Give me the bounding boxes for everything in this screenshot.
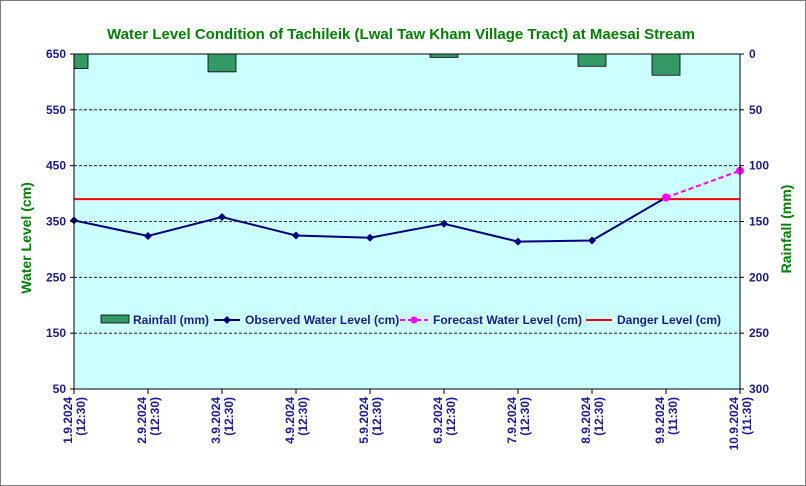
observed-water-level-point <box>440 219 448 228</box>
legend-rainfall-label: Rainfall (mm) <box>133 313 209 327</box>
legend-observed-label: Observed Water Level (cm) <box>245 313 399 327</box>
x-tick-label-time: (12:30) <box>370 397 384 436</box>
x-tick-label: 7.9.2024(12:30) <box>505 397 532 444</box>
y-axis-left-label: Water Level (cm) <box>18 182 34 294</box>
rainfall-bar <box>651 53 681 76</box>
x-tick-label: 6.9.2024(12:30) <box>431 397 458 444</box>
y-left-tick-label: 550 <box>46 103 66 117</box>
y-left-tick-label: 350 <box>46 215 66 229</box>
legend-forecast-label: Forecast Water Level (cm) <box>433 313 582 327</box>
gridlines <box>74 109 740 334</box>
y-right-tick-label: 50 <box>749 103 763 117</box>
observed-water-level-point <box>218 213 226 222</box>
x-tick-label-date: 2.9.2024 <box>135 397 149 444</box>
y-right-tick-label: 300 <box>749 382 769 396</box>
rainfall-bar <box>207 53 237 73</box>
x-tick-label-time: (12:30) <box>592 397 606 436</box>
x-tick-label-date: 9.9.2024 <box>653 397 667 444</box>
x-tick-label: 9.9.2024(11:30) <box>653 397 680 444</box>
x-tick-label-date: 1.9.2024 <box>61 397 75 444</box>
legend: Rainfall (mm) Observed Water Level (cm) … <box>100 313 721 327</box>
x-tick-label-date: 5.9.2024 <box>357 397 371 444</box>
observed-water-level-point <box>292 231 300 240</box>
y-right-tick-label: 150 <box>749 215 769 229</box>
x-tick-label-date: 8.9.2024 <box>579 397 593 444</box>
y-left-tick-label: 150 <box>46 326 66 340</box>
x-tick-label: 5.9.2024(12:30) <box>357 397 384 444</box>
y-left-tick-label: 450 <box>46 159 66 173</box>
observed-water-level-point <box>366 233 374 242</box>
x-tick-label-date: 3.9.2024 <box>209 397 223 444</box>
observed-water-level-point <box>144 232 152 241</box>
legend-danger-label: Danger Level (cm) <box>617 313 721 327</box>
axes <box>70 53 744 394</box>
x-tick-label: 2.9.2024(12:30) <box>135 397 162 444</box>
x-tick-label: 10.9.2024(11:30) <box>727 397 754 451</box>
y-left-tick-label: 650 <box>46 47 66 61</box>
x-tick-label: 3.9.2024(12:30) <box>209 397 236 444</box>
forecast-water-level-point <box>662 193 670 202</box>
y-right-tick-label: 250 <box>749 326 769 340</box>
tick-labels: 650 550 450 350 250 150 50 0 50 100 150 200 250 300 1.… <box>46 47 769 450</box>
x-tick-label-time: (12:30) <box>74 397 88 436</box>
rainfall-bar <box>577 53 607 67</box>
x-tick-label-time: (12:30) <box>296 397 310 436</box>
x-tick-label-time: (12:30) <box>444 397 458 436</box>
x-tick-label-date: 7.9.2024 <box>505 397 519 444</box>
x-tick-label-time: (11:30) <box>740 397 754 435</box>
y-left-tick-label: 50 <box>53 382 67 396</box>
forecast-water-level-line <box>665 169 741 199</box>
rainfall-bars <box>73 53 681 76</box>
y-axis-right-label: Rainfall (mm) <box>778 185 794 274</box>
x-tick-label-date: 6.9.2024 <box>431 397 445 444</box>
x-tick-label-time: (12:30) <box>222 397 236 436</box>
rainfall-bar <box>429 53 459 58</box>
y-right-tick-label: 0 <box>749 47 756 61</box>
observed-water-level-point <box>514 237 522 246</box>
observed-water-level-point <box>588 236 596 245</box>
y-left-tick-label: 250 <box>46 270 66 284</box>
observed-water-level-series <box>70 193 670 246</box>
x-tick-label-time: (12:30) <box>518 397 532 436</box>
x-tick-label: 8.9.2024(12:30) <box>579 397 606 444</box>
x-tick-label-time: (12:30) <box>148 397 162 436</box>
x-tick-label-time: (11:30) <box>666 397 680 435</box>
legend-forecast-swatch-marker <box>410 316 418 324</box>
x-tick-label-date: 10.9.2024 <box>727 397 741 451</box>
rainfall-bar <box>73 53 89 69</box>
chart-title: Water Level Condition of Tachileik (Lwal… <box>107 26 695 43</box>
x-tick-label: 4.9.2024(12:30) <box>283 397 310 444</box>
legend-rainfall-swatch <box>100 314 130 324</box>
x-tick-label-date: 4.9.2024 <box>283 397 297 444</box>
legend-observed-swatch-marker <box>223 316 231 324</box>
x-tick-label: 1.9.2024(12:30) <box>61 397 88 444</box>
y-right-tick-label: 100 <box>749 159 769 173</box>
y-right-tick-label: 200 <box>749 270 769 284</box>
